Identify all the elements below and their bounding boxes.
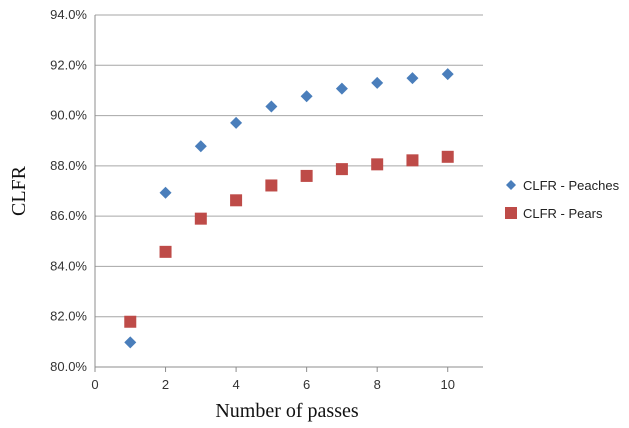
- x-tick-label: 8: [374, 377, 381, 392]
- data-point-pears: [335, 163, 348, 176]
- legend-marker-diamond: [506, 180, 516, 190]
- data-point-peaches: [265, 100, 278, 113]
- tick-labels: 80.0% 82.0% 84.0% 86.0% 88.0% 90.0% 92.0% 94.0%…: [50, 7, 455, 392]
- x-tick-label: 10: [440, 377, 454, 392]
- y-tick-label: 80.0%: [50, 359, 87, 374]
- legend-label: CLFR - Pears: [523, 206, 603, 221]
- y-tick-label: 90.0%: [50, 108, 87, 123]
- data-point-pears: [441, 150, 454, 163]
- y-axis-title: CLFR: [8, 165, 30, 216]
- x-tick-label: 0: [91, 377, 98, 392]
- data-point-pears: [371, 158, 384, 171]
- x-axis-title: Number of passes: [215, 400, 359, 422]
- data-point-pears: [124, 315, 137, 328]
- x-tick-label: 4: [232, 377, 239, 392]
- legend-label: CLFR - Peaches: [523, 178, 620, 193]
- data-point-peaches: [335, 82, 348, 95]
- data-point-peaches: [124, 336, 137, 349]
- y-tick-label: 92.0%: [50, 57, 87, 72]
- data-point-peaches: [159, 186, 172, 199]
- data-point-pears: [159, 245, 172, 258]
- y-tick-label: 86.0%: [50, 208, 87, 223]
- data-point-peaches: [300, 90, 313, 103]
- y-tick-label: 88.0%: [50, 158, 87, 173]
- data-point-peaches: [194, 140, 207, 153]
- data-point-peaches: [441, 68, 454, 81]
- axes: [94, 15, 483, 372]
- gridlines: [95, 14, 483, 368]
- data-point-peaches: [230, 116, 243, 129]
- x-tick-label: 6: [303, 377, 310, 392]
- legend-item: CLFR - Pears: [505, 206, 603, 221]
- data-point-peaches: [406, 72, 419, 85]
- y-tick-label: 84.0%: [50, 258, 87, 273]
- x-tick-label: 2: [162, 377, 169, 392]
- data-point-pears: [194, 212, 207, 225]
- legend-item: CLFR - Peaches: [506, 178, 620, 193]
- data-point-pears: [406, 154, 419, 167]
- y-tick-label: 82.0%: [50, 309, 87, 324]
- data-point-pears: [265, 179, 278, 192]
- legend-marker-square: [505, 207, 517, 219]
- data-point-pears: [230, 194, 243, 207]
- legend: CLFR - Peaches CLFR - Pears: [505, 178, 620, 221]
- data-point-pears: [300, 169, 313, 182]
- data-point-peaches: [371, 76, 384, 89]
- data-points: [124, 68, 454, 349]
- y-tick-label: 94.0%: [50, 7, 87, 22]
